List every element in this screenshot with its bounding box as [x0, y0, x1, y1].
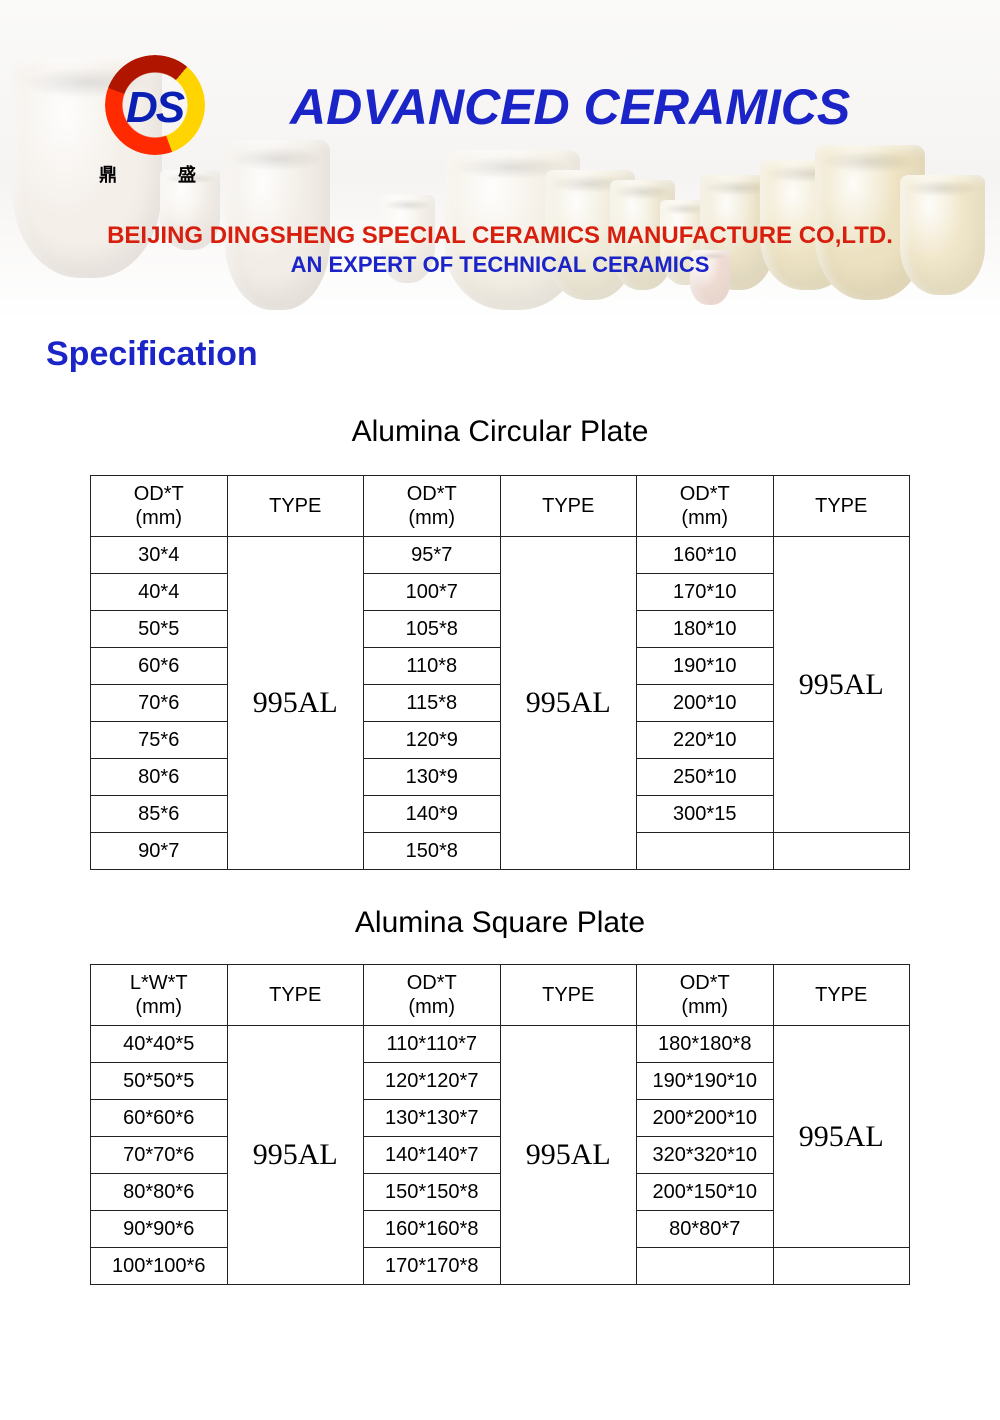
main-title: ADVANCED CERAMICS — [290, 78, 850, 136]
table-cell-dim: 80*80*6 — [91, 1174, 228, 1211]
table-cell-type: 995AL — [227, 537, 364, 870]
table-header-dim: OD*T(mm) — [364, 965, 501, 1026]
table-cell-dim: 70*70*6 — [91, 1137, 228, 1174]
table-cell-dim: 100*100*6 — [91, 1248, 228, 1285]
main-title-text: ADVANCED CERAMICS — [290, 79, 850, 135]
table-cell-dim: 90*7 — [91, 833, 228, 870]
table-cell-dim: 50*50*5 — [91, 1063, 228, 1100]
table-cell-dim: 170*170*8 — [364, 1248, 501, 1285]
table-cell-dim: 150*8 — [364, 833, 501, 870]
table-header-type: TYPE — [500, 476, 637, 537]
table-cell-dim: 115*8 — [364, 685, 501, 722]
table-cell-dim: 110*110*7 — [364, 1026, 501, 1063]
table-cell-dim: 250*10 — [637, 759, 774, 796]
table-cell-dim: 180*180*8 — [637, 1026, 774, 1063]
table-cell-dim: 300*15 — [637, 796, 774, 833]
table-cell-dim: 140*140*7 — [364, 1137, 501, 1174]
table-cell-dim: 140*9 — [364, 796, 501, 833]
table-header-type: TYPE — [773, 476, 910, 537]
table-cell-dim: 50*5 — [91, 611, 228, 648]
table-cell-dim: 70*6 — [91, 685, 228, 722]
table-cell-dim: 190*190*10 — [637, 1063, 774, 1100]
table-cell-dim: 75*6 — [91, 722, 228, 759]
table-cell-dim: 30*4 — [91, 537, 228, 574]
table-cell-dim: 60*60*6 — [91, 1100, 228, 1137]
table-header-type: TYPE — [227, 476, 364, 537]
table-cell-dim: 190*10 — [637, 648, 774, 685]
table-header-dim: L*W*T(mm) — [91, 965, 228, 1026]
section-square: Alumina Square Plate L*W*T(mm)TYPEOD*T(m… — [0, 906, 1000, 1285]
table-cell-dim: 100*7 — [364, 574, 501, 611]
company-block: BEIJING DINGSHENG SPECIAL CERAMICS MANUF… — [0, 222, 1000, 278]
specification-heading: Specification — [46, 335, 258, 374]
table-cell-dim: 200*10 — [637, 685, 774, 722]
table-cell-dim: 40*4 — [91, 574, 228, 611]
table-cell-empty — [637, 1248, 774, 1285]
section-circular: Alumina Circular Plate OD*T(mm)TYPEOD*T(… — [0, 415, 1000, 870]
table-cell-dim: 320*320*10 — [637, 1137, 774, 1174]
table-header-dim: OD*T(mm) — [91, 476, 228, 537]
table-cell-dim: 85*6 — [91, 796, 228, 833]
table-cell-dim: 200*150*10 — [637, 1174, 774, 1211]
table-cell-type: 995AL — [500, 1026, 637, 1285]
table-row: 30*4995AL95*7995AL160*10995AL — [91, 537, 910, 574]
table-cell-dim: 120*120*7 — [364, 1063, 501, 1100]
logo: DS 鼎 盛 — [85, 55, 224, 187]
table-cell-empty — [773, 1248, 910, 1285]
table-cell-dim: 40*40*5 — [91, 1026, 228, 1063]
table-cell-dim: 110*8 — [364, 648, 501, 685]
table-cell-dim: 90*90*6 — [91, 1211, 228, 1248]
table-header-dim: OD*T(mm) — [637, 965, 774, 1026]
table-row: 40*40*5995AL110*110*7995AL180*180*8995AL — [91, 1026, 910, 1063]
table-cell-dim: 60*6 — [91, 648, 228, 685]
logo-cn: 鼎 盛 — [85, 161, 224, 187]
table-cell-dim: 170*10 — [637, 574, 774, 611]
hero-banner: DS 鼎 盛 ADVANCED CERAMICS BEIJING DINGSHE… — [0, 0, 1000, 320]
table-cell-type: 995AL — [500, 537, 637, 870]
table-cell-dim: 80*6 — [91, 759, 228, 796]
table-cell-dim: 120*9 — [364, 722, 501, 759]
table-header-type: TYPE — [227, 965, 364, 1026]
section1-title: Alumina Circular Plate — [0, 415, 1000, 449]
table-cell-empty — [637, 833, 774, 870]
table-cell-dim: 95*7 — [364, 537, 501, 574]
table-cell-dim: 130*130*7 — [364, 1100, 501, 1137]
table-cell-dim: 160*10 — [637, 537, 774, 574]
section2-title: Alumina Square Plate — [0, 906, 1000, 940]
table-cell-dim: 200*200*10 — [637, 1100, 774, 1137]
table-cell-type: 995AL — [773, 1026, 910, 1248]
table-cell-empty — [773, 833, 910, 870]
table-header-dim: OD*T(mm) — [637, 476, 774, 537]
square-plate-table: L*W*T(mm)TYPEOD*T(mm)TYPEOD*T(mm)TYPE 40… — [90, 964, 910, 1285]
table-cell-dim: 80*80*7 — [637, 1211, 774, 1248]
table-cell-dim: 220*10 — [637, 722, 774, 759]
circular-plate-table: OD*T(mm)TYPEOD*T(mm)TYPEOD*T(mm)TYPE 30*… — [90, 475, 910, 870]
table-cell-type: 995AL — [227, 1026, 364, 1285]
table-header-type: TYPE — [773, 965, 910, 1026]
company-name: BEIJING DINGSHENG SPECIAL CERAMICS MANUF… — [0, 222, 1000, 250]
table-cell-type: 995AL — [773, 537, 910, 833]
table-cell-dim: 180*10 — [637, 611, 774, 648]
table-cell-dim: 160*160*8 — [364, 1211, 501, 1248]
table-cell-dim: 105*8 — [364, 611, 501, 648]
logo-letters: DS — [105, 83, 205, 133]
company-tagline: AN EXPERT OF TECHNICAL CERAMICS — [0, 252, 1000, 278]
table-header-dim: OD*T(mm) — [364, 476, 501, 537]
table-cell-dim: 130*9 — [364, 759, 501, 796]
table-header-type: TYPE — [500, 965, 637, 1026]
table-cell-dim: 150*150*8 — [364, 1174, 501, 1211]
